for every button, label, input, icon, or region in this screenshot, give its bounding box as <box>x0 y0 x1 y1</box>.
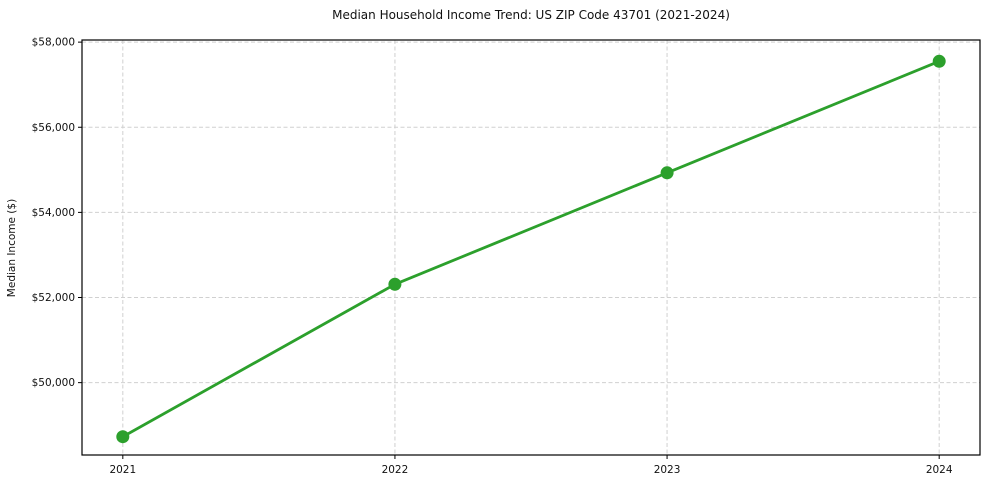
series-line <box>121 59 941 439</box>
y-tick-label: $50,000 <box>32 377 75 389</box>
data-point-marker <box>660 166 674 180</box>
x-tick-label: 2023 <box>654 464 681 476</box>
plot-border <box>81 39 981 456</box>
data-point-marker <box>932 54 946 68</box>
y-tick-label: $54,000 <box>32 207 75 219</box>
x-tick-label: 2021 <box>109 464 136 476</box>
y-tick-label: $52,000 <box>32 292 75 304</box>
data-point-marker <box>388 277 402 291</box>
y-tick-label: $58,000 <box>32 37 75 49</box>
y-tick-label: $56,000 <box>32 122 75 134</box>
data-point-marker <box>116 430 130 444</box>
chart-title: Median Household Income Trend: US ZIP Co… <box>332 8 730 22</box>
x-tick-label: 2022 <box>382 464 409 476</box>
x-tick-label: 2024 <box>926 464 953 476</box>
